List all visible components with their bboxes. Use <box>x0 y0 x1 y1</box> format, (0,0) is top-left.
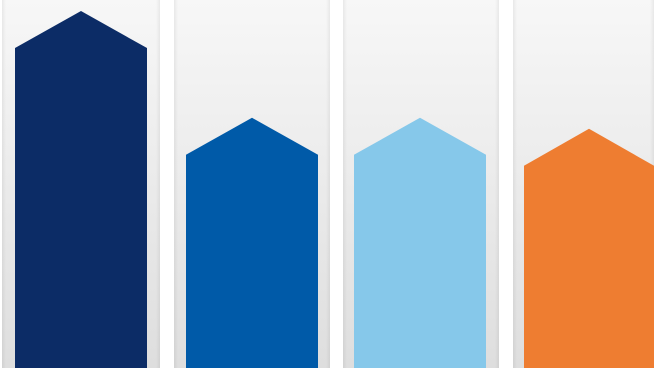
arrow-4 <box>524 128 654 368</box>
arrow-2 <box>186 117 318 368</box>
arrow-3 <box>354 117 486 368</box>
arrow-1 <box>15 11 147 368</box>
